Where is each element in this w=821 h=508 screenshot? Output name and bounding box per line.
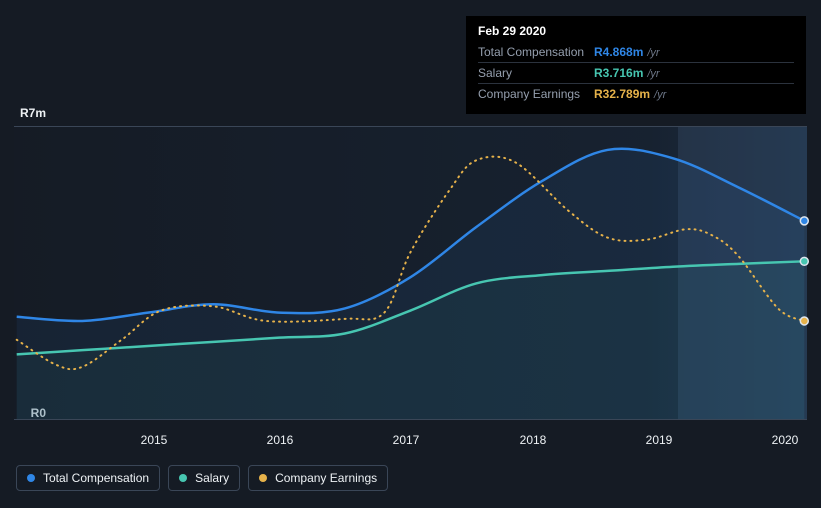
x-axis-label: 2015	[141, 433, 168, 447]
tooltip-label: Company Earnings	[478, 87, 594, 101]
x-axis-label: 2016	[267, 433, 294, 447]
y-axis-label-max: R7m	[20, 106, 46, 120]
legend-swatch	[27, 474, 35, 482]
legend-label: Total Compensation	[43, 471, 149, 485]
plot-area[interactable]	[14, 126, 807, 420]
tooltip-label: Salary	[478, 66, 594, 80]
legend-item-company-earnings[interactable]: Company Earnings	[248, 465, 388, 491]
x-axis-label: 2020	[772, 433, 799, 447]
chart-legend: Total Compensation Salary Company Earnin…	[16, 465, 388, 491]
legend-label: Company Earnings	[275, 471, 377, 485]
x-axis-label: 2018	[520, 433, 547, 447]
tooltip-value: R32.789m	[594, 87, 650, 101]
tooltip-unit: /yr	[647, 68, 659, 80]
tooltip-row-company-earnings: Company Earnings R32.789m /yr	[478, 84, 794, 104]
tooltip-value: R3.716m	[594, 66, 643, 80]
legend-swatch	[179, 474, 187, 482]
tooltip-label: Total Compensation	[478, 45, 594, 59]
x-axis-label: 2017	[393, 433, 420, 447]
legend-swatch	[259, 474, 267, 482]
legend-item-salary[interactable]: Salary	[168, 465, 240, 491]
chart-tooltip: Feb 29 2020 Total Compensation R4.868m /…	[466, 16, 806, 114]
x-axis-label: 2019	[646, 433, 673, 447]
tooltip-row-salary: Salary R3.716m /yr	[478, 63, 794, 84]
tooltip-unit: /yr	[654, 89, 666, 101]
legend-label: Salary	[195, 471, 229, 485]
chart-lines	[14, 127, 807, 419]
tooltip-value: R4.868m	[594, 45, 643, 59]
tooltip-date: Feb 29 2020	[478, 24, 794, 38]
tooltip-unit: /yr	[647, 47, 659, 59]
tooltip-row-total-compensation: Total Compensation R4.868m /yr	[478, 42, 794, 63]
legend-item-total-compensation[interactable]: Total Compensation	[16, 465, 160, 491]
